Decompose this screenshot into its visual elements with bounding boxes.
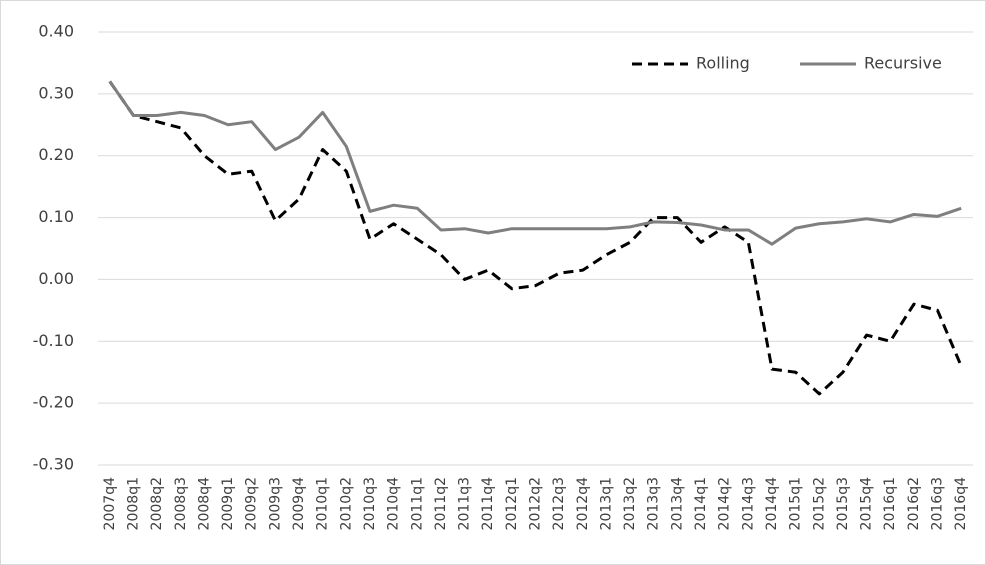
- y-tick-label: 0.10: [38, 207, 74, 226]
- y-tick-label: 0.30: [38, 83, 74, 102]
- x-tick-label: 2014q3: [740, 477, 756, 530]
- x-tick-label: 2008q2: [149, 477, 165, 530]
- x-tick-label: 2014q4: [764, 477, 780, 531]
- x-tick-label: 2008q3: [173, 477, 189, 530]
- x-tick-label: 2013q3: [646, 477, 662, 530]
- x-tick-label: 2015q4: [859, 477, 875, 531]
- legend-label: Recursive: [864, 54, 942, 73]
- x-tick-label: 2014q2: [717, 477, 733, 530]
- legend-label: Rolling: [696, 54, 750, 73]
- x-tick-label: 2013q2: [622, 477, 638, 530]
- x-tick-label: 2012q2: [528, 477, 544, 530]
- x-tick-label: 2016q4: [953, 477, 969, 531]
- x-tick-label: 2009q4: [291, 477, 307, 531]
- x-tick-label: 2010q2: [338, 477, 354, 530]
- x-tick-label: 2016q2: [906, 477, 922, 530]
- x-tick-label: 2009q1: [220, 477, 236, 530]
- x-tick-label: 2008q1: [125, 477, 141, 530]
- x-tick-label: 2016q1: [882, 477, 898, 530]
- x-tick-label: 2012q1: [504, 477, 520, 530]
- y-tick-label: 0.40: [38, 22, 74, 41]
- x-tick-label: 2009q3: [267, 477, 283, 530]
- y-tick-label: 0.20: [38, 145, 74, 164]
- y-tick-label: -0.10: [33, 331, 74, 350]
- x-tick-label: 2009q2: [244, 477, 260, 530]
- x-tick-label: 2014q1: [693, 477, 709, 530]
- x-tick-label: 2011q3: [457, 477, 473, 530]
- series-line: [108, 80, 963, 396]
- y-tick-label: -0.20: [33, 393, 74, 412]
- x-tick-label: 2011q2: [433, 477, 449, 530]
- x-tick-label: 2010q1: [315, 477, 331, 530]
- x-tick-label: 2008q4: [196, 477, 212, 531]
- x-tick-label: 2013q1: [598, 477, 614, 530]
- x-tick-label: 2010q4: [386, 477, 402, 531]
- x-tick-label: 2011q1: [409, 477, 425, 530]
- x-tick-label: 2010q3: [362, 477, 378, 530]
- x-tick-label: 2015q2: [811, 477, 827, 530]
- x-tick-label: 2016q3: [930, 477, 946, 530]
- x-tick-label: 2013q4: [669, 477, 685, 531]
- x-tick-label: 2012q3: [551, 477, 567, 530]
- y-tick-label: 0.00: [38, 269, 74, 288]
- x-tick-label: 2011q4: [480, 477, 496, 531]
- x-tick-label: 2015q3: [835, 477, 851, 530]
- x-tick-label: 2012q4: [575, 477, 591, 531]
- y-tick-label: -0.30: [33, 455, 74, 474]
- series-line: [108, 80, 962, 246]
- x-tick-label: 2015q1: [788, 477, 804, 530]
- x-tick-label: 2007q4: [102, 477, 118, 531]
